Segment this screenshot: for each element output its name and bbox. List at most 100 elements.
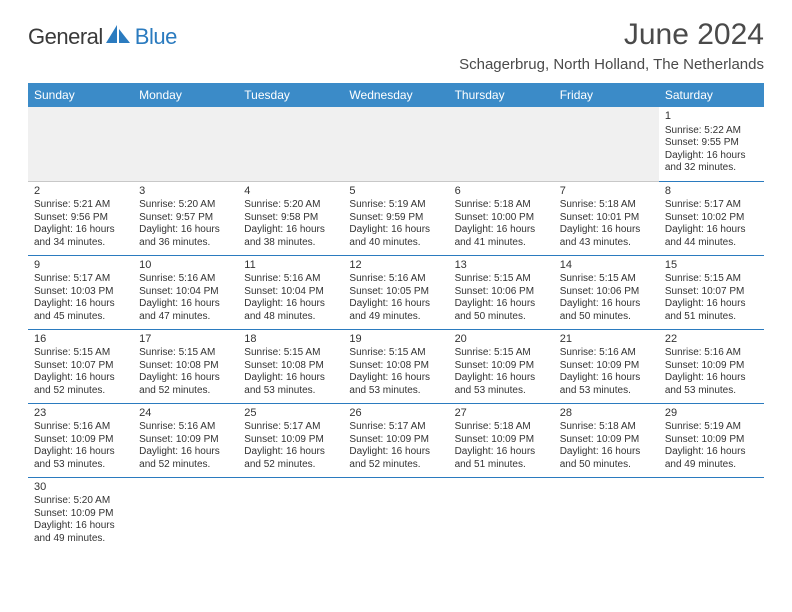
day-number: 8 xyxy=(665,185,758,199)
day-daylight2: and 49 minutes. xyxy=(349,311,442,324)
weekday-friday: Friday xyxy=(554,83,659,107)
day-daylight2: and 52 minutes. xyxy=(139,385,232,398)
header: General Blue June 2024 Schagerbrug, Nort… xyxy=(28,18,764,73)
day-daylight1: Daylight: 16 hours xyxy=(349,224,442,237)
calendar-cell: 23Sunrise: 5:16 AMSunset: 10:09 PMDaylig… xyxy=(28,403,133,477)
day-sunset: Sunset: 10:02 PM xyxy=(665,212,758,225)
weekday-wednesday: Wednesday xyxy=(343,83,448,107)
calendar-cell xyxy=(449,107,554,181)
calendar-cell: 9Sunrise: 5:17 AMSunset: 10:03 PMDayligh… xyxy=(28,255,133,329)
day-daylight1: Daylight: 16 hours xyxy=(139,372,232,385)
calendar-cell: 7Sunrise: 5:18 AMSunset: 10:01 PMDayligh… xyxy=(554,181,659,255)
day-daylight2: and 50 minutes. xyxy=(455,311,548,324)
calendar-row: 1Sunrise: 5:22 AMSunset: 9:55 PMDaylight… xyxy=(28,107,764,181)
calendar-cell: 8Sunrise: 5:17 AMSunset: 10:02 PMDayligh… xyxy=(659,181,764,255)
day-sunset: Sunset: 10:08 PM xyxy=(349,360,442,373)
day-sunrise: Sunrise: 5:15 AM xyxy=(244,347,337,360)
day-daylight1: Daylight: 16 hours xyxy=(139,224,232,237)
day-sunset: Sunset: 10:07 PM xyxy=(665,286,758,299)
calendar-row: 2Sunrise: 5:21 AMSunset: 9:56 PMDaylight… xyxy=(28,181,764,255)
day-sunset: Sunset: 10:09 PM xyxy=(349,434,442,447)
day-sunset: Sunset: 10:09 PM xyxy=(34,434,127,447)
day-sunset: Sunset: 10:01 PM xyxy=(560,212,653,225)
calendar-cell: 4Sunrise: 5:20 AMSunset: 9:58 PMDaylight… xyxy=(238,181,343,255)
day-daylight1: Daylight: 16 hours xyxy=(455,298,548,311)
day-daylight2: and 47 minutes. xyxy=(139,311,232,324)
day-sunset: Sunset: 10:09 PM xyxy=(455,360,548,373)
day-sunset: Sunset: 10:00 PM xyxy=(455,212,548,225)
day-daylight1: Daylight: 16 hours xyxy=(560,372,653,385)
day-number: 11 xyxy=(244,259,337,273)
weekday-monday: Monday xyxy=(133,83,238,107)
day-number: 18 xyxy=(244,333,337,347)
calendar-body: 1Sunrise: 5:22 AMSunset: 9:55 PMDaylight… xyxy=(28,107,764,551)
day-number: 5 xyxy=(349,185,442,199)
calendar-cell: 6Sunrise: 5:18 AMSunset: 10:00 PMDayligh… xyxy=(449,181,554,255)
day-sunset: Sunset: 10:06 PM xyxy=(560,286,653,299)
day-number: 1 xyxy=(665,110,758,124)
day-daylight1: Daylight: 16 hours xyxy=(560,446,653,459)
weekday-header-row: Sunday Monday Tuesday Wednesday Thursday… xyxy=(28,83,764,107)
day-sunset: Sunset: 10:09 PM xyxy=(34,508,127,521)
day-number: 24 xyxy=(139,407,232,421)
calendar-row: 30Sunrise: 5:20 AMSunset: 10:09 PMDaylig… xyxy=(28,477,764,551)
day-sunrise: Sunrise: 5:18 AM xyxy=(455,421,548,434)
day-sunrise: Sunrise: 5:19 AM xyxy=(665,421,758,434)
calendar-cell: 28Sunrise: 5:18 AMSunset: 10:09 PMDaylig… xyxy=(554,403,659,477)
day-daylight2: and 44 minutes. xyxy=(665,237,758,250)
calendar-cell: 18Sunrise: 5:15 AMSunset: 10:08 PMDaylig… xyxy=(238,329,343,403)
day-number: 4 xyxy=(244,185,337,199)
calendar-cell xyxy=(554,107,659,181)
day-sunset: Sunset: 10:08 PM xyxy=(139,360,232,373)
day-sunrise: Sunrise: 5:16 AM xyxy=(665,347,758,360)
calendar-cell: 22Sunrise: 5:16 AMSunset: 10:09 PMDaylig… xyxy=(659,329,764,403)
calendar-cell xyxy=(554,477,659,551)
day-sunset: Sunset: 10:04 PM xyxy=(139,286,232,299)
day-sunrise: Sunrise: 5:15 AM xyxy=(34,347,127,360)
day-daylight2: and 51 minutes. xyxy=(665,311,758,324)
calendar-cell xyxy=(449,477,554,551)
day-sunset: Sunset: 10:09 PM xyxy=(665,360,758,373)
calendar-cell: 26Sunrise: 5:17 AMSunset: 10:09 PMDaylig… xyxy=(343,403,448,477)
day-sunrise: Sunrise: 5:17 AM xyxy=(34,273,127,286)
day-sunset: Sunset: 10:03 PM xyxy=(34,286,127,299)
day-sunrise: Sunrise: 5:21 AM xyxy=(34,199,127,212)
logo: General Blue xyxy=(28,24,177,50)
day-daylight2: and 50 minutes. xyxy=(560,311,653,324)
calendar-cell xyxy=(343,477,448,551)
calendar-table: Sunday Monday Tuesday Wednesday Thursday… xyxy=(28,83,764,551)
day-daylight1: Daylight: 16 hours xyxy=(34,520,127,533)
calendar-cell: 20Sunrise: 5:15 AMSunset: 10:09 PMDaylig… xyxy=(449,329,554,403)
day-daylight2: and 32 minutes. xyxy=(665,162,758,175)
sail-icon xyxy=(106,25,132,43)
calendar-cell xyxy=(238,107,343,181)
calendar-cell: 11Sunrise: 5:16 AMSunset: 10:04 PMDaylig… xyxy=(238,255,343,329)
title-block: June 2024 Schagerbrug, North Holland, Th… xyxy=(459,18,764,73)
day-sunrise: Sunrise: 5:20 AM xyxy=(139,199,232,212)
day-daylight2: and 43 minutes. xyxy=(560,237,653,250)
day-daylight1: Daylight: 16 hours xyxy=(455,372,548,385)
calendar-row: 16Sunrise: 5:15 AMSunset: 10:07 PMDaylig… xyxy=(28,329,764,403)
day-daylight2: and 45 minutes. xyxy=(34,311,127,324)
calendar-cell xyxy=(133,107,238,181)
day-sunrise: Sunrise: 5:20 AM xyxy=(244,199,337,212)
day-number: 25 xyxy=(244,407,337,421)
day-number: 14 xyxy=(560,259,653,273)
day-daylight1: Daylight: 16 hours xyxy=(349,446,442,459)
day-daylight1: Daylight: 16 hours xyxy=(349,298,442,311)
day-sunset: Sunset: 10:07 PM xyxy=(34,360,127,373)
day-daylight1: Daylight: 16 hours xyxy=(560,224,653,237)
calendar-cell xyxy=(343,107,448,181)
day-daylight1: Daylight: 16 hours xyxy=(455,446,548,459)
day-sunrise: Sunrise: 5:22 AM xyxy=(665,125,758,138)
weekday-sunday: Sunday xyxy=(28,83,133,107)
calendar-cell: 2Sunrise: 5:21 AMSunset: 9:56 PMDaylight… xyxy=(28,181,133,255)
calendar-cell xyxy=(659,477,764,551)
day-sunrise: Sunrise: 5:15 AM xyxy=(455,347,548,360)
day-daylight1: Daylight: 16 hours xyxy=(455,224,548,237)
day-sunrise: Sunrise: 5:18 AM xyxy=(560,199,653,212)
day-daylight1: Daylight: 16 hours xyxy=(665,224,758,237)
day-daylight1: Daylight: 16 hours xyxy=(349,372,442,385)
day-sunrise: Sunrise: 5:17 AM xyxy=(244,421,337,434)
day-daylight2: and 53 minutes. xyxy=(560,385,653,398)
